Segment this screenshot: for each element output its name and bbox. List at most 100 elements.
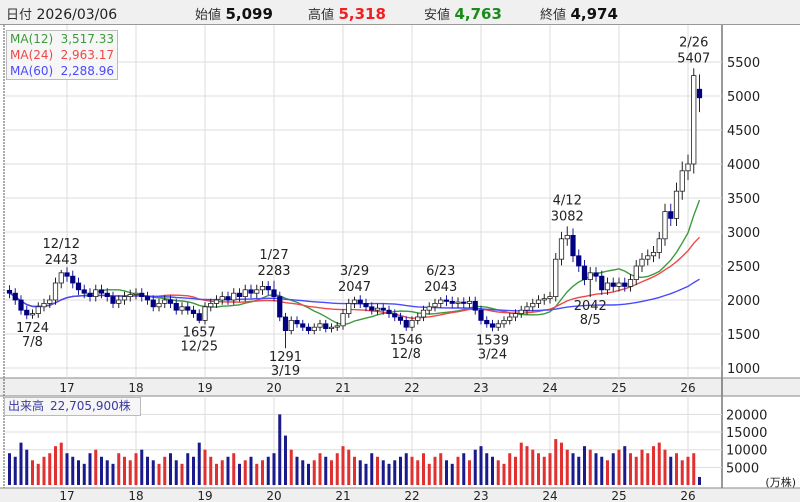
volume-bar [473, 449, 477, 485]
close-field: 終値 4,974 [540, 4, 618, 23]
candle-body [438, 299, 444, 304]
candle-body [461, 301, 467, 304]
candle-body [426, 306, 432, 311]
annotation-date: 2/26 [679, 35, 708, 50]
annotation-date: 6/23 [426, 264, 455, 279]
volume-bar [623, 446, 627, 485]
candle-body [558, 238, 565, 260]
volume-bar [519, 442, 523, 485]
volume-bar [491, 456, 494, 485]
candle-body [616, 282, 622, 287]
volume-bar [13, 456, 17, 485]
volume-bar [312, 460, 316, 485]
candle-body [691, 75, 697, 165]
candle-body [294, 319, 300, 325]
volume-bar [82, 463, 86, 485]
annotation-date: 12/8 [392, 347, 421, 362]
volume-bar [48, 453, 52, 485]
x-tick-label: 24 [542, 489, 557, 502]
y-tick-label: 2500 [727, 260, 760, 275]
volume-bar [169, 453, 172, 485]
candle-body [317, 323, 323, 328]
candle-body [599, 275, 605, 291]
y-tick-label: 2000 [727, 294, 760, 309]
candle-body [587, 272, 593, 280]
candle-body [93, 289, 99, 297]
candle-body [6, 289, 13, 294]
candle-body [35, 306, 41, 314]
volume-bar [410, 456, 414, 485]
volume-bar [180, 463, 184, 485]
candle-body [604, 282, 611, 291]
x-tick-label: 21 [335, 381, 350, 395]
volume-bar [284, 435, 287, 485]
candle-body [484, 319, 490, 325]
annotation-value: 1657 [183, 325, 216, 340]
volume-bar [111, 463, 115, 485]
ma12-legend: MA(12) 3,517.33 [7, 31, 117, 47]
candle-body [645, 255, 651, 260]
volume-bar [634, 456, 638, 485]
volume-bar [629, 453, 632, 485]
candle-body [271, 289, 277, 297]
candle-body [507, 316, 513, 321]
annotation-value: 3082 [551, 209, 584, 224]
volume-bar [358, 460, 362, 485]
volume-bar [65, 453, 69, 485]
high-field: 高値 5,318 [308, 4, 386, 23]
x-tick-label: 18 [128, 489, 143, 502]
candle-body [58, 272, 64, 284]
volume-bar [186, 453, 190, 485]
volume-unit-label: (万株) [765, 475, 796, 489]
volume-bar [565, 449, 569, 485]
volume-bar [157, 463, 161, 485]
candle-body [535, 299, 542, 304]
volume-bar [174, 460, 178, 485]
volume-bar [680, 460, 684, 485]
candle-body [41, 302, 47, 308]
candle-body [156, 302, 162, 308]
volume-bar [583, 446, 586, 485]
volume-bar [508, 453, 512, 485]
x-tick-label: 24 [542, 381, 557, 395]
y-tick-label: 4500 [727, 124, 760, 139]
candle-body [12, 292, 18, 301]
candle-body [581, 265, 588, 281]
candle-body [225, 296, 231, 301]
volume-bar [266, 456, 270, 485]
annotation-date: 7/8 [22, 335, 43, 350]
volume-bar [652, 446, 655, 485]
volume-bar [496, 460, 500, 485]
volume-bar [577, 456, 581, 485]
annotation-date: 3/24 [478, 347, 507, 362]
candle-body [415, 316, 421, 321]
volume-bar [243, 460, 247, 485]
candle-body [357, 299, 363, 304]
volume-bar [192, 456, 195, 485]
volume-bar [8, 453, 11, 485]
volume-bar [146, 456, 149, 485]
candle-body [75, 282, 82, 291]
close-value: 4,974 [570, 5, 618, 23]
y-tick-label: 3000 [727, 226, 760, 241]
volume-bar [422, 453, 425, 485]
candle-body [650, 251, 657, 257]
candle-body [328, 326, 335, 329]
volume-bar [25, 449, 29, 485]
candle-body [70, 275, 76, 284]
candle-body [524, 306, 530, 311]
candle-body [282, 316, 289, 332]
volume-bar [698, 476, 701, 485]
candle-body [679, 170, 685, 192]
volume-bar [278, 414, 282, 485]
volume-bar [485, 453, 489, 485]
annotation-date: 12/12 [43, 237, 80, 252]
candle-body [133, 292, 139, 295]
candle-body [29, 313, 36, 316]
volume-bar [209, 456, 213, 485]
volume-bar [318, 453, 322, 485]
candle-body [662, 211, 668, 240]
candle-body [190, 309, 197, 315]
candle-body [386, 309, 392, 315]
